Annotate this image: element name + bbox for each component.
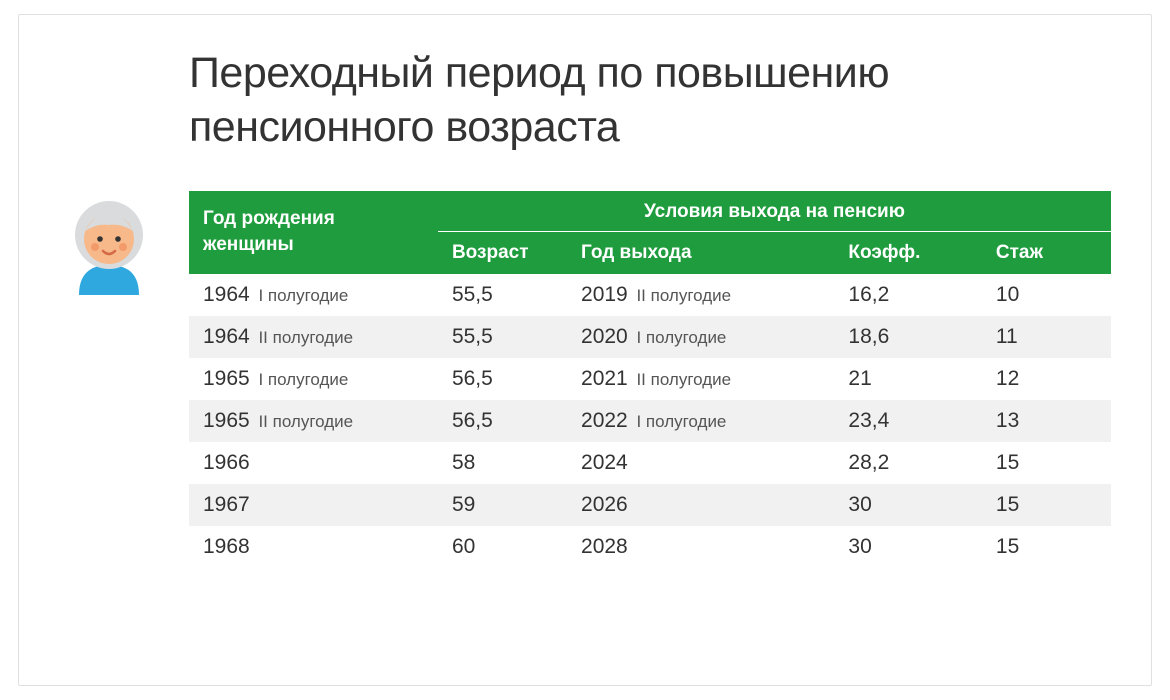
- table-row: 1965 II полугодие56,52022 I полугодие23,…: [189, 400, 1111, 442]
- cell-coef: 23,4: [834, 400, 982, 442]
- cell-stage: 15: [982, 442, 1111, 484]
- cell-coef: 30: [834, 484, 982, 526]
- cell-coef: 30: [834, 526, 982, 568]
- cell-exit: 2021 II полугодие: [567, 358, 834, 400]
- exit-sub: II полугодие: [632, 286, 731, 305]
- cell-age: 60: [438, 526, 567, 568]
- col-header-coef: Коэфф.: [834, 231, 982, 274]
- cell-birth: 1967: [189, 484, 438, 526]
- birth-year: 1964: [203, 283, 250, 306]
- cell-birth: 1965 II полугодие: [189, 400, 438, 442]
- cell-age: 55,5: [438, 274, 567, 316]
- cell-age: 58: [438, 442, 567, 484]
- cell-stage: 12: [982, 358, 1111, 400]
- cell-age: 59: [438, 484, 567, 526]
- exit-year: 2024: [581, 451, 628, 474]
- cell-exit: 2024: [567, 442, 834, 484]
- cell-coef: 28,2: [834, 442, 982, 484]
- table-header: Год рождения женщины Условия выхода на п…: [189, 191, 1111, 274]
- birth-year: 1967: [203, 493, 250, 516]
- exit-sub: II полугодие: [632, 370, 731, 389]
- exit-year: 2026: [581, 493, 628, 516]
- elderly-woman-icon: [59, 195, 159, 295]
- cell-age: 55,5: [438, 316, 567, 358]
- exit-sub: I полугодие: [632, 412, 727, 431]
- birth-sub: II полугодие: [254, 328, 353, 347]
- cell-stage: 15: [982, 484, 1111, 526]
- cell-birth: 1966: [189, 442, 438, 484]
- cell-exit: 2020 I полугодие: [567, 316, 834, 358]
- cell-age: 56,5: [438, 400, 567, 442]
- col-header-birth: Год рождения женщины: [189, 191, 438, 274]
- exit-year: 2020: [581, 325, 628, 348]
- table-row: 1964 I полугодие55,52019 II полугодие16,…: [189, 274, 1111, 316]
- table-row: 1965 I полугодие56,52021 II полугодие211…: [189, 358, 1111, 400]
- cell-coef: 16,2: [834, 274, 982, 316]
- exit-year: 2028: [581, 535, 628, 558]
- birth-year: 1965: [203, 409, 250, 432]
- cell-coef: 18,6: [834, 316, 982, 358]
- table-body: 1964 I полугодие55,52019 II полугодие16,…: [189, 274, 1111, 568]
- cell-exit: 2026: [567, 484, 834, 526]
- birth-sub: II полугодие: [254, 412, 353, 431]
- table-row: 1966 58 2024 28,215: [189, 442, 1111, 484]
- exit-year: 2021: [581, 367, 628, 390]
- col-header-stage: Стаж: [982, 231, 1111, 274]
- exit-year: 2019: [581, 283, 628, 306]
- card: Переходный период по повышению пенсионно…: [18, 14, 1152, 686]
- content-row: Год рождения женщины Условия выхода на п…: [59, 191, 1111, 568]
- cell-stage: 13: [982, 400, 1111, 442]
- cell-exit: 2022 I полугодие: [567, 400, 834, 442]
- table-row: 1968 60 2028 3015: [189, 526, 1111, 568]
- birth-year: 1964: [203, 325, 250, 348]
- cell-birth: 1964 I полугодие: [189, 274, 438, 316]
- pension-table: Год рождения женщины Условия выхода на п…: [189, 191, 1111, 568]
- cell-exit: 2019 II полугодие: [567, 274, 834, 316]
- col-header-exit: Год выхода: [567, 231, 834, 274]
- birth-year: 1965: [203, 367, 250, 390]
- birth-sub: I полугодие: [254, 370, 349, 389]
- birth-year: 1968: [203, 535, 250, 558]
- cell-stage: 10: [982, 274, 1111, 316]
- exit-sub: I полугодие: [632, 328, 727, 347]
- table-row: 1967 59 2026 3015: [189, 484, 1111, 526]
- col-header-conditions: Условия выхода на пенсию: [438, 191, 1111, 232]
- exit-year: 2022: [581, 409, 628, 432]
- cell-birth: 1968: [189, 526, 438, 568]
- avatar-wrap: [59, 191, 189, 295]
- cell-stage: 11: [982, 316, 1111, 358]
- col-header-age: Возраст: [438, 231, 567, 274]
- cell-birth: 1964 II полугодие: [189, 316, 438, 358]
- birth-sub: I полугодие: [254, 286, 349, 305]
- cell-stage: 15: [982, 526, 1111, 568]
- table-row: 1964 II полугодие55,52020 I полугодие18,…: [189, 316, 1111, 358]
- cell-birth: 1965 I полугодие: [189, 358, 438, 400]
- page-title: Переходный период по повышению пенсионно…: [189, 47, 1111, 155]
- cell-age: 56,5: [438, 358, 567, 400]
- birth-year: 1966: [203, 451, 250, 474]
- cell-coef: 21: [834, 358, 982, 400]
- cell-exit: 2028: [567, 526, 834, 568]
- pension-table-wrap: Год рождения женщины Условия выхода на п…: [189, 191, 1111, 568]
